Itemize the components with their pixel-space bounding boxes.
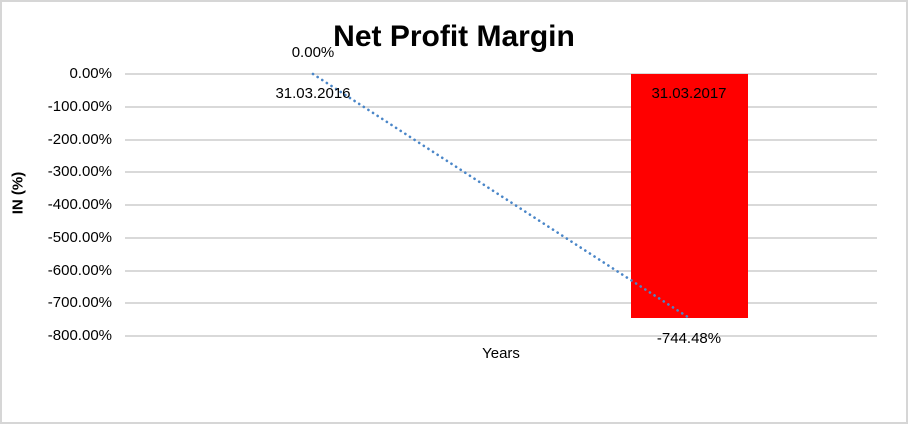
gridline: [125, 335, 877, 337]
gridline: [125, 269, 877, 272]
y-tick-label: -800.00%: [47, 327, 112, 344]
gridline: [125, 171, 877, 174]
category-label: 31.03.2016: [275, 85, 351, 102]
gridline: [125, 73, 877, 75]
y-tick-label: -300.00%: [47, 163, 112, 181]
y-tick-label: -400.00%: [47, 196, 112, 213]
category-label: 31.03.2017: [651, 85, 727, 102]
y-tick-label: -500.00%: [47, 228, 112, 246]
y-tick-label: -600.00%: [47, 261, 112, 279]
y-tick-label: 0.00%: [69, 65, 112, 82]
y-tick-label: -700.00%: [47, 294, 112, 312]
data-label: 0.00%: [291, 44, 335, 61]
data-label: -744.48%: [656, 329, 722, 347]
gridline: [125, 204, 877, 206]
gridline: [125, 236, 877, 239]
chart-title: Net Profit Margin: [333, 20, 575, 53]
gridline: [125, 105, 877, 108]
x-axis-title: Years: [482, 345, 520, 362]
y-axis-title: IN (%): [9, 171, 27, 215]
gridline: [125, 302, 877, 305]
gridline: [125, 138, 877, 141]
y-tick-label: -200.00%: [47, 130, 112, 148]
bar-31.03.2017[interactable]: [630, 74, 748, 318]
y-tick-label: -100.00%: [47, 97, 112, 115]
